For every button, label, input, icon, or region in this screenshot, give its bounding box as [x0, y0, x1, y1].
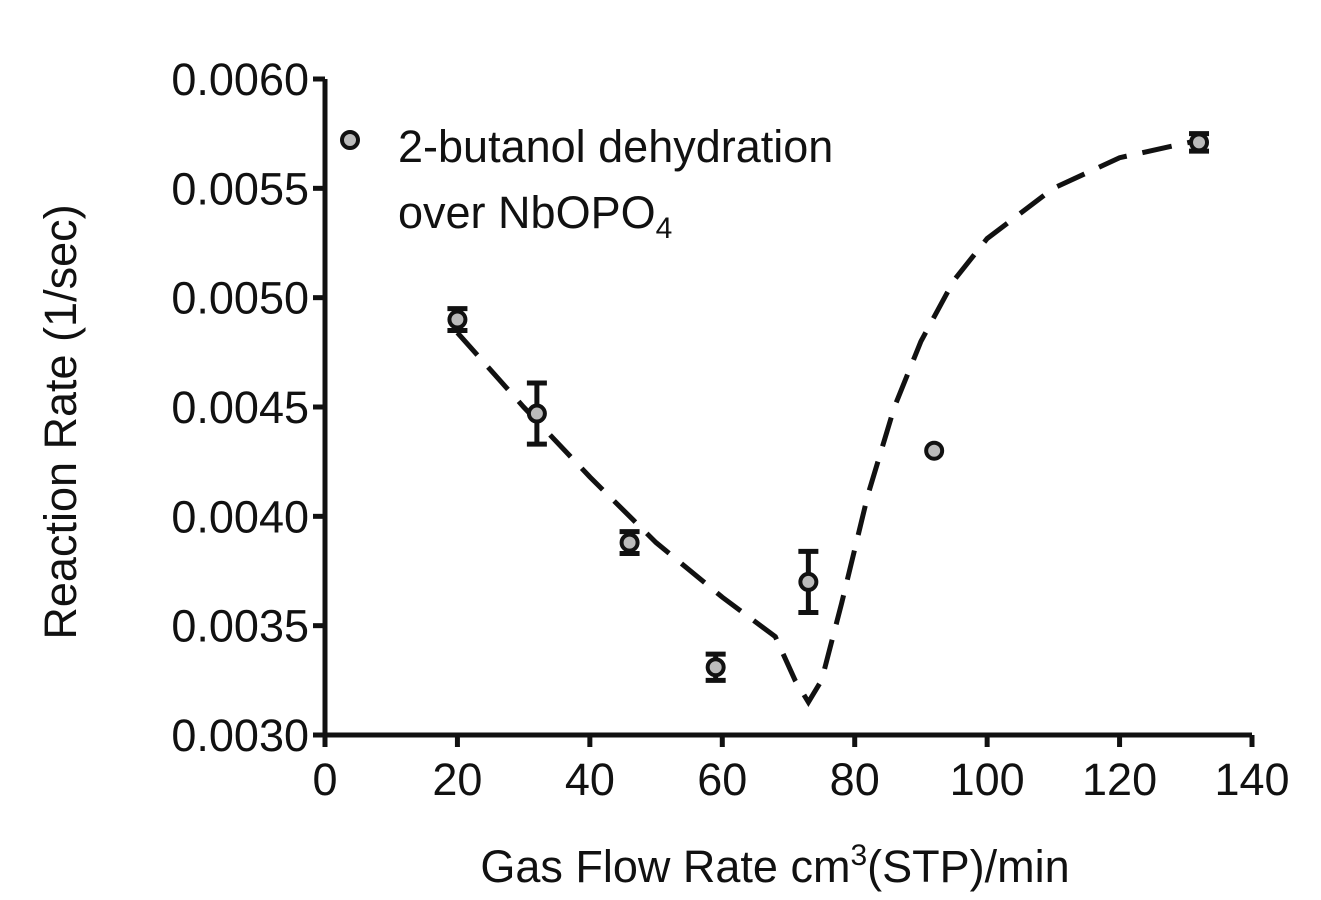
- data-point: [1189, 132, 1210, 153]
- y-axis-title: Reaction Rate (1/sec): [35, 204, 86, 639]
- legend: 2-butanol dehydration over NbOPO4: [340, 121, 833, 245]
- y-tick-label: 0.0035: [171, 601, 309, 652]
- legend-line-1: 2-butanol dehydration: [398, 121, 833, 172]
- legend-marker: [340, 130, 360, 150]
- x-axis-title: Gas Flow Rate cm3(STP)/min: [480, 839, 1069, 892]
- y-tick-label: 0.0055: [171, 163, 309, 214]
- y-tick-label: 0.0050: [171, 273, 309, 324]
- x-tick-label: 40: [565, 754, 615, 805]
- x-tick-label: 80: [830, 754, 880, 805]
- data-point: [798, 571, 819, 592]
- x-tick-label: 100: [950, 754, 1025, 805]
- y-tick-label: 0.0045: [171, 382, 309, 433]
- data-points: [447, 131, 1210, 683]
- x-axis-ticks: 0 20 40 60 80 100 120 140: [312, 735, 1290, 805]
- data-point: [447, 309, 468, 330]
- data-point: [619, 532, 640, 553]
- fit-curve: [455, 137, 1200, 708]
- x-tick-label: 0: [312, 754, 337, 805]
- y-tick-label: 0.0030: [171, 710, 309, 761]
- x-tick-label: 60: [697, 754, 747, 805]
- x-tick-label: 140: [1214, 754, 1289, 805]
- data-point: [924, 440, 945, 461]
- y-tick-label: 0.0060: [171, 54, 309, 105]
- y-tick-label: 0.0040: [171, 491, 309, 542]
- x-tick-label: 120: [1082, 754, 1157, 805]
- y-axis-ticks: 0.0030 0.0035 0.0040 0.0045 0.0050 0.0055 0.00…: [171, 54, 325, 761]
- x-tick-label: 20: [432, 754, 482, 805]
- data-point: [526, 403, 547, 424]
- data-point: [705, 657, 726, 678]
- legend-line-2: over NbOPO4: [398, 187, 672, 245]
